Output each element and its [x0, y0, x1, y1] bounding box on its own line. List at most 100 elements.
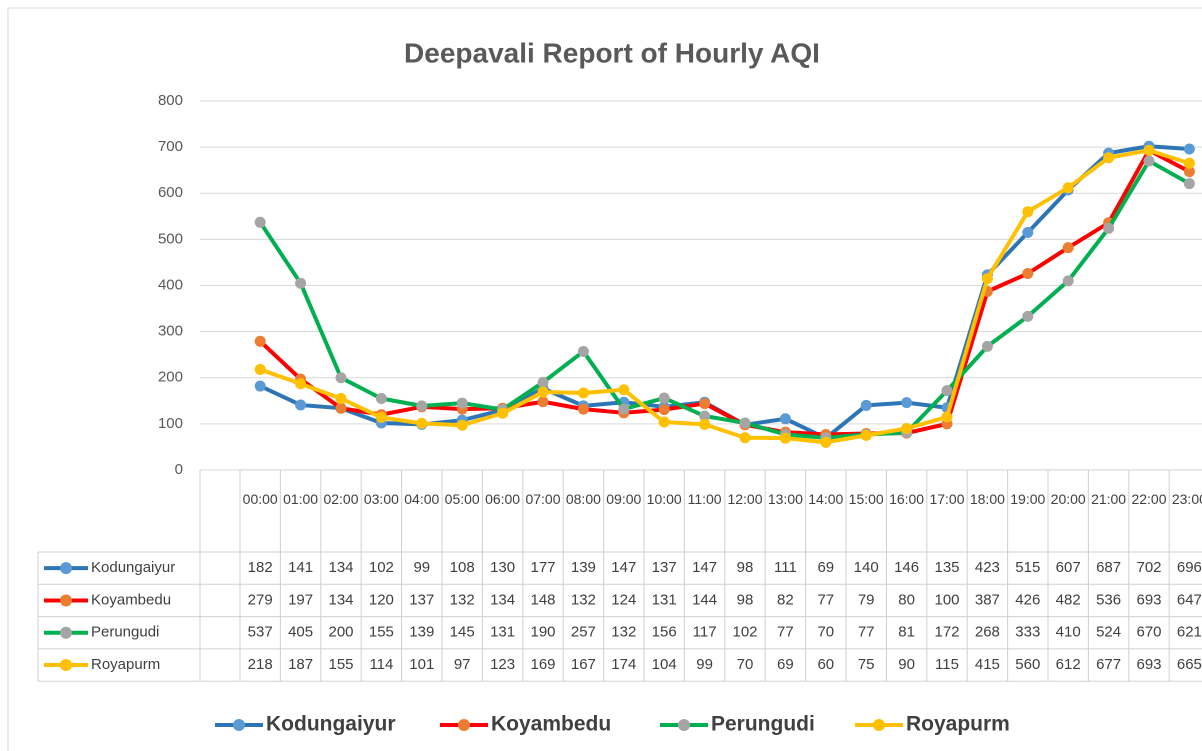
y-tick-label: 700 — [158, 138, 183, 155]
table-cell: 81 — [898, 624, 915, 641]
table-row-label: Perungudi — [91, 624, 159, 641]
table-cell: 99 — [696, 656, 713, 673]
table-cell: 111 — [774, 559, 797, 576]
table-cell: 268 — [975, 624, 1000, 641]
table-cell: 146 — [894, 559, 919, 576]
x-tick-label: 13:00 — [767, 491, 803, 507]
x-header-cell: 16:00 — [889, 491, 924, 507]
x-tick-label: 06:00 — [485, 491, 521, 507]
y-tick-label: 800 — [158, 92, 183, 109]
table-cell: 102 — [732, 624, 757, 641]
table-cell: 257 — [571, 624, 596, 641]
x-tick-label: 09:00 — [606, 491, 642, 507]
legend-marker — [458, 719, 470, 731]
data-point — [699, 418, 711, 430]
data-point — [1062, 275, 1074, 287]
table-cell: 174 — [611, 656, 636, 673]
series-line — [259, 148, 1191, 445]
table-cell: 182 — [248, 559, 273, 576]
x-header-cell: 23:00 — [1171, 491, 1202, 507]
table-cell: 677 — [1096, 656, 1121, 673]
table-cell: 145 — [450, 624, 475, 641]
table-row-label: Kodungaiyur — [91, 559, 175, 576]
x-header-cell: 21:00 — [1091, 491, 1126, 507]
x-header-cell: 11:00 — [688, 491, 722, 507]
table-cell: 279 — [248, 591, 273, 608]
table-cell: 612 — [1056, 656, 1081, 673]
x-header-cell: 02:00 — [323, 491, 359, 507]
data-point — [860, 429, 872, 441]
table-cell: 515 — [1015, 559, 1040, 576]
data-point — [537, 386, 549, 398]
data-point — [1183, 143, 1195, 155]
table-cell: 97 — [454, 656, 471, 673]
data-point — [335, 402, 347, 414]
data-point — [335, 372, 347, 384]
data-point — [941, 411, 953, 423]
table-cell: 77 — [777, 624, 794, 641]
data-point — [577, 403, 589, 415]
x-tick-label: 23:00 — [1171, 491, 1202, 507]
table-cell: 144 — [692, 591, 717, 608]
data-point — [699, 398, 711, 410]
table-cell: 104 — [652, 656, 677, 673]
table-cell: 77 — [817, 591, 834, 608]
data-point — [416, 417, 428, 429]
data-point — [981, 340, 993, 352]
table-cell: 131 — [490, 624, 515, 641]
table-cell: 187 — [288, 656, 313, 673]
y-tick-label: 200 — [158, 369, 183, 386]
data-point — [739, 417, 751, 429]
table-cell: 60 — [817, 656, 834, 673]
table-cell: 115 — [935, 656, 959, 673]
data-point — [779, 413, 791, 425]
x-header-cell: 07:00 — [525, 491, 560, 507]
x-tick-label: 12:00 — [727, 491, 763, 507]
table-cell: 155 — [369, 624, 394, 641]
table-cell: 200 — [328, 624, 353, 641]
table-cell: 124 — [611, 591, 636, 608]
legend-label: Kodungaiyur — [266, 713, 396, 736]
data-point — [295, 277, 307, 289]
data-point — [456, 397, 468, 409]
table-cell: 693 — [1136, 656, 1161, 673]
table-cell: 147 — [611, 559, 636, 576]
table-cell: 132 — [571, 591, 596, 608]
x-header-cell: 00:00 — [243, 491, 278, 507]
table-cell: 90 — [898, 656, 915, 673]
table-cell: 177 — [530, 559, 555, 576]
x-header-cell: 20:00 — [1051, 491, 1086, 507]
data-point — [658, 416, 670, 428]
table-cell: 75 — [858, 656, 875, 673]
table-cell: 99 — [413, 559, 430, 576]
table-cell: 70 — [737, 656, 754, 673]
data-point — [577, 387, 589, 399]
data-point — [901, 422, 913, 434]
x-header-cell: 17:00 — [929, 491, 964, 507]
x-tick-label: 01:00 — [283, 491, 319, 507]
table-cell: 141 — [288, 559, 313, 576]
data-point — [1062, 182, 1074, 194]
x-tick-label: 14:00 — [808, 491, 844, 507]
data-point — [1022, 268, 1034, 280]
data-point — [254, 216, 266, 228]
table-cell: 130 — [490, 559, 515, 576]
table-cell: 98 — [737, 591, 754, 608]
table-cell: 108 — [450, 559, 475, 576]
data-point — [658, 392, 670, 404]
data-point — [699, 410, 711, 422]
x-tick-label: 02:00 — [323, 491, 359, 507]
table-legend-marker — [60, 659, 72, 672]
data-point — [1062, 242, 1074, 254]
table-cell: 120 — [369, 591, 394, 608]
y-tick-label: 400 — [158, 276, 183, 293]
table-cell: 70 — [817, 624, 834, 641]
x-header-cell: 03:00 — [364, 491, 399, 507]
data-point — [497, 407, 509, 419]
x-header-cell: 14:00 — [808, 491, 844, 507]
table-cell: 621 — [1177, 624, 1202, 641]
table-cell: 172 — [934, 624, 959, 641]
table-cell: 82 — [777, 591, 794, 608]
chart-title: Deepavali Report of Hourly AQI — [404, 37, 820, 68]
data-point — [618, 403, 630, 415]
